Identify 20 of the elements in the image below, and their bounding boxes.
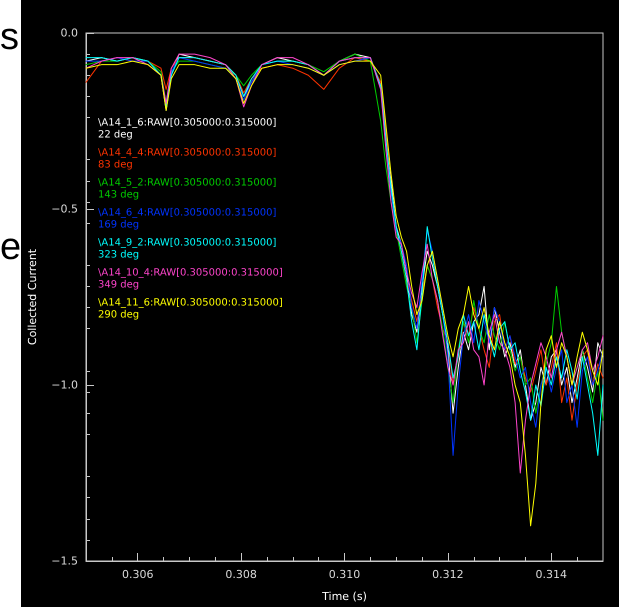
y-tick-label: 0.0 <box>60 26 78 40</box>
text: s <box>0 16 19 58</box>
x-tick-label: 0.310 <box>328 568 360 581</box>
text: \A14_10_4:RAW[0.305000:0.315000] 349 deg <box>98 268 283 290</box>
text: \A14_4_4:RAW[0.305000:0.315000] 83 deg <box>98 148 276 170</box>
text: e <box>0 226 22 268</box>
x-axis-title: Time (s) <box>321 590 367 603</box>
x-tick-label: 0.312 <box>432 568 464 581</box>
y-tick-label: −1.0 <box>51 378 78 392</box>
x-tick-label: 0.306 <box>122 568 154 581</box>
text: \A14_5_2:RAW[0.305000:0.315000] 143 deg <box>98 178 276 200</box>
text: \A14_11_6:RAW[0.305000:0.315000] 290 deg <box>98 298 283 320</box>
y-tick-label: −0.5 <box>51 202 78 216</box>
y-axis-title: Collected Current <box>26 248 39 346</box>
x-tick-label: 0.314 <box>536 568 568 581</box>
text: \A14_1_6:RAW[0.305000:0.315000] 22 deg <box>98 118 276 140</box>
y-tick-label: −1.5 <box>51 554 78 568</box>
text: \A14_6_4:RAW[0.305000:0.315000] 169 deg <box>98 208 276 230</box>
x-tick-label: 0.308 <box>225 568 257 581</box>
text: \A14_9_2:RAW[0.305000:0.315000] 323 deg <box>98 238 276 260</box>
